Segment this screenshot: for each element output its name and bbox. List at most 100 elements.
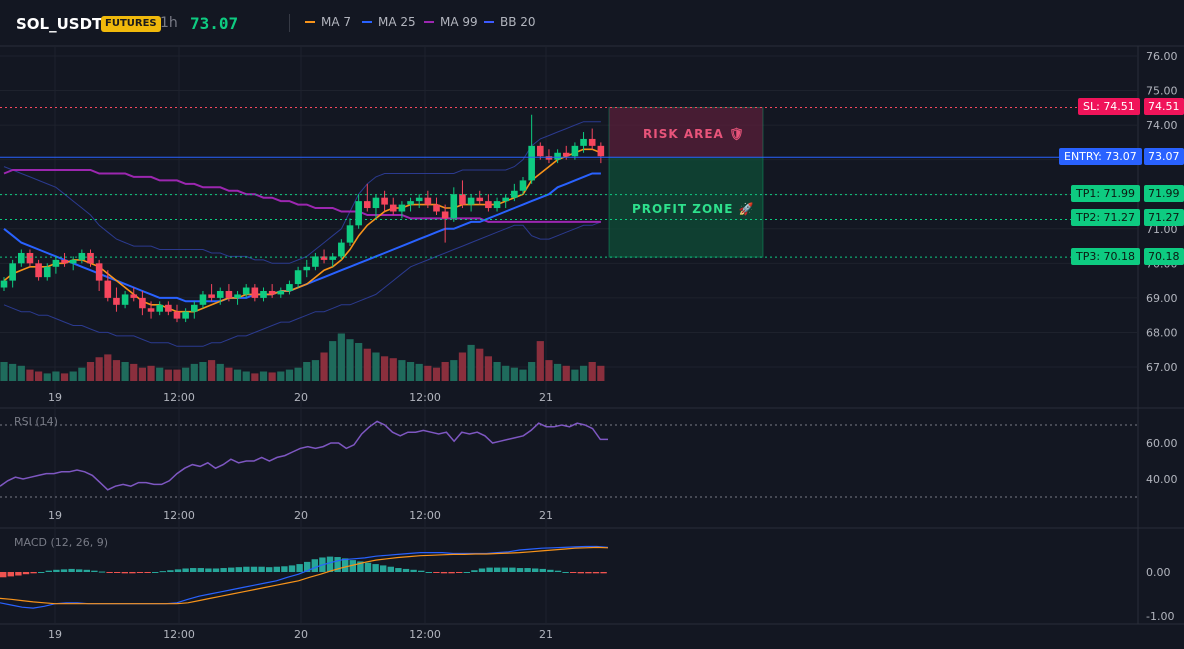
rsi-axis-label: 40.00: [1146, 473, 1178, 486]
macd-histogram-bar: [91, 570, 98, 572]
candle-body: [251, 287, 259, 298]
macd-histogram-bar: [250, 566, 258, 572]
volume-bar: [545, 360, 553, 381]
volume-bar: [294, 367, 302, 381]
volume-bar: [554, 363, 562, 381]
candle-body: [355, 201, 362, 226]
macd-histogram-bar: [585, 572, 592, 574]
macd-histogram-bar: [577, 572, 584, 574]
macd-line: [0, 545, 609, 609]
candle-body: [424, 197, 432, 205]
time-axis-label: 20: [294, 391, 308, 404]
candle-body: [389, 204, 397, 212]
time-axis-label: 12:00: [409, 509, 441, 522]
macd-histogram-bar: [380, 565, 387, 572]
price-axis-label: 68.00: [1146, 326, 1178, 339]
macd-histogram-bar: [114, 572, 121, 573]
volume-bars: [0, 333, 605, 381]
volume-bar: [26, 369, 34, 381]
macd-histogram-bar: [220, 568, 227, 572]
volume-bar: [43, 373, 51, 381]
macd-histogram-bar: [440, 572, 448, 574]
candle-body: [242, 287, 250, 295]
time-axis-label: 21: [539, 391, 553, 404]
volume-bar: [372, 352, 380, 381]
tp2-tag: TP2: 71.27: [1071, 209, 1141, 226]
macd-histogram-bar: [15, 572, 22, 576]
macd-histogram-bar: [349, 560, 356, 572]
ma7-line: [3, 148, 602, 313]
rsi-pane: 60.00 40.00: [0, 420, 1178, 498]
time-axis-label: 19: [48, 628, 62, 641]
candle-body: [537, 145, 544, 157]
candle-body: [580, 138, 587, 146]
candle-body: [199, 294, 207, 305]
macd-histogram-bar: [22, 572, 30, 575]
candle-body: [511, 190, 518, 198]
candle-body: [554, 152, 561, 160]
legend-bb20[interactable]: BB 20: [484, 15, 536, 29]
volume-bar: [355, 343, 363, 381]
risk-area-label: RISK AREA 🛡: [643, 127, 746, 141]
header-divider: [289, 14, 290, 32]
volume-bar: [121, 362, 129, 381]
macd-histogram-bar: [456, 572, 463, 573]
profit-zone-box: [609, 157, 763, 258]
macd-histogram-bar: [212, 568, 220, 572]
time-axis-label: 19: [48, 509, 62, 522]
macd-histogram-bar: [296, 564, 303, 572]
macd-histogram-bar: [235, 567, 242, 572]
candle-body: [147, 308, 155, 312]
candle-body: [95, 263, 103, 281]
volume-bar: [95, 357, 103, 381]
last-price: 73.07: [190, 14, 239, 33]
moving-averages: [3, 148, 602, 313]
macd-histogram-bar: [0, 572, 7, 578]
macd-histogram-bar: [425, 572, 432, 573]
candle-body: [519, 180, 527, 191]
rsi-pane-label: RSI (14): [14, 415, 58, 428]
volume-bar: [242, 371, 250, 381]
macd-histogram-bar: [182, 568, 189, 572]
candle-body: [441, 211, 449, 219]
candle-body: [433, 204, 440, 212]
price-axis-label: 74.00: [1146, 119, 1178, 132]
candle-body: [268, 290, 276, 295]
volume-bar: [424, 365, 432, 381]
volume-bar: [60, 373, 69, 381]
timeframe-label[interactable]: 1h: [160, 15, 178, 31]
macd-pane-label: MACD (12, 26, 9): [14, 536, 109, 549]
macd-histogram-bar: [129, 572, 136, 574]
macd-histogram-bar: [205, 568, 212, 572]
volume-bar: [78, 367, 86, 381]
legend-ma7[interactable]: MA 7: [305, 15, 351, 29]
macd-histogram-bar: [554, 570, 562, 572]
macd-histogram-bar: [478, 568, 486, 572]
macd-histogram-bar: [433, 572, 440, 573]
symbol-title[interactable]: SOL_USDT: [16, 15, 103, 33]
candle-body: [571, 145, 579, 157]
macd-histogram-bar: [501, 567, 508, 572]
macd-histogram-bar: [266, 567, 273, 572]
legend-ma25[interactable]: MA 25: [362, 15, 416, 29]
volume-bar: [311, 360, 319, 381]
candle-body: [173, 311, 181, 319]
macd-histogram-bar: [326, 556, 334, 572]
tp1-tag: TP1: 71.99: [1071, 185, 1141, 202]
volume-bar: [597, 365, 605, 381]
legend-ma99-label: MA 99: [440, 15, 478, 29]
candle-body: [139, 297, 146, 309]
candle-body: [294, 270, 302, 285]
macd-histogram-bar: [152, 572, 159, 573]
volume-bar: [104, 354, 112, 381]
macd-histogram-bar: [311, 559, 318, 572]
volume-bar: [9, 363, 17, 381]
legend-ma99[interactable]: MA 99: [424, 15, 478, 29]
candle-body: [225, 290, 233, 298]
volume-bar: [147, 365, 155, 381]
candle-body: [260, 290, 267, 298]
macd-histogram-bar: [258, 566, 265, 572]
macd-histogram-bar: [494, 567, 501, 572]
volume-bar: [406, 362, 415, 381]
